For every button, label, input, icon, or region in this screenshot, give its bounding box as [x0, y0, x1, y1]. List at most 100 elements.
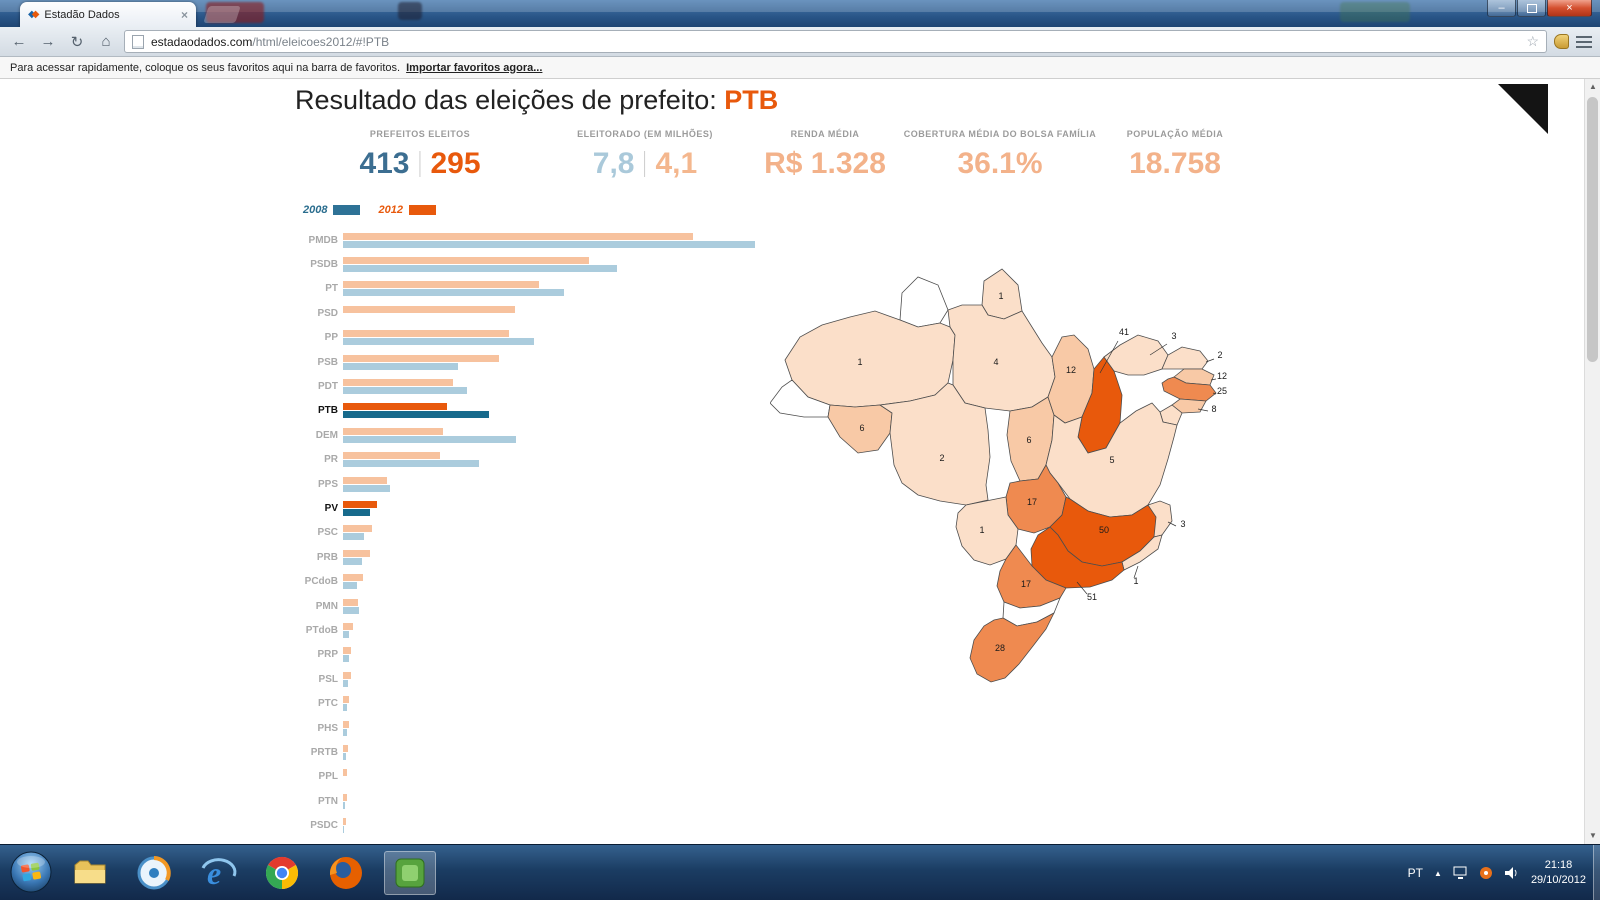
bar-2008-PHS[interactable] [343, 728, 347, 736]
scroll-up-icon[interactable]: ▲ [1589, 82, 1597, 91]
bar-2008-PPS[interactable] [343, 484, 390, 492]
import-bookmarks-link[interactable]: Importar favoritos agora... [406, 61, 543, 74]
bar-2012-PSDC[interactable] [343, 818, 346, 826]
bar-2012-PSB[interactable] [343, 354, 499, 362]
bar-2008-PV[interactable] [343, 508, 370, 516]
bar-2012-PP[interactable] [343, 330, 509, 338]
browser-tab[interactable]: ◆ ◆ Estadão Dados × [20, 2, 196, 27]
bar-2012-PPS[interactable] [343, 476, 387, 484]
legend-2008: 2008 [303, 204, 361, 216]
bar-2012-PRTB[interactable] [343, 744, 348, 752]
home-button[interactable]: ⌂ [101, 33, 111, 50]
forward-button[interactable]: → [40, 33, 56, 50]
bar-2008-PT[interactable] [343, 289, 564, 297]
state-value-MG: 50 [1099, 525, 1109, 535]
reload-button[interactable]: ↻ [70, 33, 84, 51]
bar-2008-PSL[interactable] [343, 679, 348, 687]
bar-2008-PTC[interactable] [343, 704, 347, 712]
scroll-thumb[interactable] [1587, 97, 1598, 362]
state-RO[interactable] [827, 404, 893, 454]
bar-2012-PSDB[interactable] [343, 257, 589, 265]
state-ES[interactable] [1147, 500, 1173, 538]
party-label-PPL: PPL [318, 771, 338, 783]
bar-2008-PRB[interactable] [343, 557, 362, 565]
bar-2012-DEM[interactable] [343, 427, 443, 435]
bar-2012-PHS[interactable] [343, 720, 349, 728]
corner-fold-ribbon[interactable] [1498, 84, 1548, 134]
bar-2012-PRB[interactable] [343, 549, 370, 557]
bar-2008-PSDB[interactable] [343, 265, 617, 273]
state-CE[interactable] [1103, 334, 1169, 376]
bar-2008-PRP[interactable] [343, 655, 349, 663]
stat-value: 36.1% [957, 147, 1043, 180]
show-desktop-button[interactable] [1593, 845, 1600, 901]
bar-2008-DEM[interactable] [343, 435, 516, 443]
tray-volume-icon[interactable] [1504, 866, 1520, 880]
bar-2008-PP[interactable] [343, 338, 534, 346]
bar-2008-PTdoB[interactable] [343, 630, 349, 638]
state-RJ[interactable] [1121, 534, 1163, 571]
state-RR[interactable] [899, 276, 949, 328]
bar-2012-PTdoB[interactable] [343, 622, 353, 630]
minimize-button[interactable]: – [1487, 0, 1516, 17]
bookmark-star-icon[interactable]: ☆ [1526, 33, 1539, 49]
bar-2012-PR[interactable] [343, 452, 440, 460]
bar-2008-PMDB[interactable] [343, 240, 755, 248]
bar-2012-PT[interactable] [343, 281, 539, 289]
tray-expand-icon[interactable]: ▲ [1434, 868, 1442, 878]
bar-2012-PCdoB[interactable] [343, 574, 363, 582]
taskbar-explorer-button[interactable] [64, 851, 116, 895]
screenshot-tool-icon [395, 858, 425, 888]
stat-bolsa-familia: COBERTURA MÉDIA DO BOLSA FAMÍLIA 36.1% [904, 129, 1097, 181]
bar-2008-PRTB[interactable] [343, 752, 346, 760]
taskbar-chrome-button[interactable] [256, 851, 308, 895]
bar-2012-PRP[interactable] [343, 647, 351, 655]
bar-2012-PPL[interactable] [343, 769, 347, 777]
bar-2008-PCdoB[interactable] [343, 582, 357, 590]
bar-2008-PDT[interactable] [343, 387, 467, 395]
tray-network-icon[interactable] [1453, 866, 1468, 880]
state-PA[interactable] [947, 304, 1056, 412]
bar-2008-PSDC[interactable] [343, 826, 344, 834]
tab-close-icon[interactable]: × [180, 7, 188, 22]
state-AL[interactable] [1171, 398, 1207, 414]
taskbar-internet-explorer-button[interactable]: e [192, 851, 244, 895]
bar-2012-PSL[interactable] [343, 671, 351, 679]
key-icon[interactable] [1554, 34, 1569, 49]
bar-2012-PMN[interactable] [343, 598, 358, 606]
bar-2012-PSD[interactable] [343, 305, 515, 313]
bar-2012-PDT[interactable] [343, 379, 453, 387]
bar-2008-PMN[interactable] [343, 606, 359, 614]
tray-alert-icon[interactable] [1479, 866, 1493, 880]
close-button[interactable]: × [1547, 0, 1592, 17]
state-SP[interactable] [1030, 526, 1125, 589]
language-indicator[interactable]: PT [1407, 866, 1424, 880]
back-button[interactable]: ← [11, 33, 27, 50]
bar-2008-PSB[interactable] [343, 362, 458, 370]
new-tab-button[interactable] [203, 6, 241, 23]
scroll-down-icon[interactable]: ▼ [1589, 831, 1597, 840]
maximize-button[interactable] [1517, 0, 1546, 17]
bar-2012-PTC[interactable] [343, 696, 349, 704]
state-RN[interactable] [1161, 346, 1209, 370]
bar-2012-PV[interactable] [343, 500, 377, 508]
scrollbar[interactable]: ▲ ▼ [1584, 79, 1600, 844]
state-MT[interactable] [878, 382, 991, 506]
bar-2012-PTN[interactable] [343, 793, 347, 801]
state-AM[interactable] [784, 310, 956, 408]
address-bar[interactable]: estadaodados.com/html/eleicoes2012/#!PTB… [124, 30, 1547, 53]
bar-2008-PR[interactable] [343, 460, 479, 468]
state-RS[interactable] [969, 612, 1055, 683]
bar-2008-PSC[interactable] [343, 533, 364, 541]
bar-2012-PSC[interactable] [343, 525, 372, 533]
menu-icon[interactable] [1576, 35, 1592, 48]
taskbar-clock[interactable]: 21:18 29/10/2012 [1531, 858, 1586, 888]
taskbar-firefox-button[interactable] [320, 851, 372, 895]
bar-2012-PTB[interactable] [343, 403, 447, 411]
taskbar-screenshot-tool-button[interactable] [384, 851, 436, 895]
taskbar-media-player-button[interactable] [128, 851, 180, 895]
bar-2008-PTN[interactable] [343, 801, 345, 809]
bar-2012-PMDB[interactable] [343, 232, 693, 240]
bar-2008-PTB[interactable] [343, 411, 489, 419]
start-button[interactable] [8, 849, 54, 900]
